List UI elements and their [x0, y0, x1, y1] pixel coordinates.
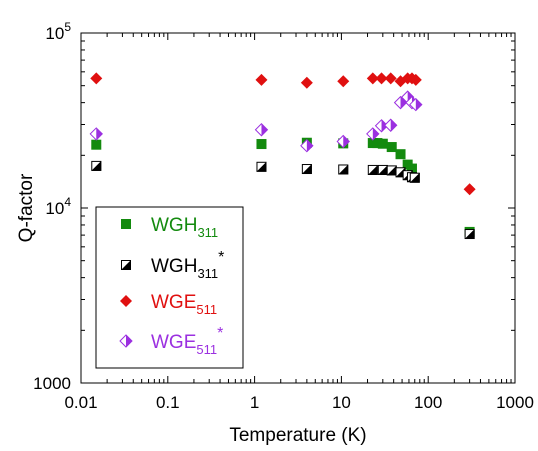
- x-tick-label: 1: [250, 393, 259, 412]
- data-point-wge511: [375, 72, 388, 85]
- legend-item-wge511: WGE511: [120, 292, 217, 317]
- data-point-wgh311: [386, 142, 397, 153]
- data-point-wge511: [463, 183, 476, 196]
- legend-item-wgh311star: WGH311*: [121, 249, 224, 281]
- data-point-wgh311: [395, 149, 406, 160]
- data-point-wge511star: [336, 134, 350, 149]
- y-axis-tick-labels: 1000 104 105: [33, 20, 71, 393]
- legend-label-wgh311star: WGH311*: [151, 249, 224, 281]
- data-point-wge511star: [300, 138, 314, 153]
- y-axis-ticks: [81, 40, 515, 384]
- x-tick-label: 0.1: [156, 393, 180, 412]
- data-point-wgh311star: [256, 161, 267, 172]
- legend-label-wgh311: WGH311: [151, 215, 218, 240]
- data-point-wgh311: [91, 139, 102, 150]
- x-tick-label: 100: [414, 393, 442, 412]
- data-series: [89, 72, 476, 240]
- legend-label-wge511: WGE511: [151, 292, 217, 317]
- data-point-wgh311star: [386, 165, 397, 176]
- data-point-wge511: [409, 73, 422, 86]
- data-point-wgh311: [406, 163, 417, 174]
- legend-marker-wge511: [120, 295, 132, 307]
- legend-marker-wgh311star: [121, 260, 131, 270]
- data-point-wgh311star: [464, 229, 475, 240]
- x-axis-tick-labels: 0.01 0.1 1 10 100 1000: [64, 393, 533, 412]
- data-point-wge511: [90, 72, 103, 85]
- data-point-wge511star: [384, 118, 398, 132]
- data-point-wge511star: [254, 123, 269, 137]
- series-wgh311star: [91, 160, 475, 240]
- y-tick-label: 1000: [33, 374, 71, 393]
- x-axis-label: Temperature (K): [229, 425, 366, 446]
- data-point-wgh311star: [367, 164, 378, 175]
- data-point-wge511: [337, 75, 350, 88]
- data-point-wgh311star: [91, 160, 102, 171]
- x-axis-ticks: [80, 33, 512, 383]
- series-wge511star: [89, 90, 423, 153]
- x-tick-label: 1000: [496, 393, 534, 412]
- data-point-wgh311: [256, 139, 267, 150]
- data-point-wgh311star: [377, 164, 388, 175]
- data-point-wgh311star: [301, 164, 312, 175]
- legend-item-wge511star: WGE511*: [119, 325, 223, 357]
- series-wge511: [90, 72, 476, 196]
- legend-label-wge511star: WGE511*: [151, 325, 223, 357]
- data-point-wgh311: [377, 138, 388, 149]
- legend-item-wgh311: WGH311: [121, 215, 218, 240]
- y-tick-label: 105: [45, 20, 71, 43]
- data-point-wgh311star: [338, 164, 349, 175]
- data-point-wge511star: [366, 127, 380, 141]
- x-tick-label: 10: [332, 393, 351, 412]
- y-tick-label: 104: [45, 195, 71, 218]
- data-point-wge511star: [89, 127, 103, 141]
- legend-marker-wge511star: [119, 334, 133, 348]
- data-point-wge511: [384, 72, 397, 85]
- y-axis-label: Q-factor: [16, 173, 37, 242]
- legend-marker-wgh311: [121, 219, 131, 229]
- data-point-wgh311star: [409, 172, 420, 183]
- data-point-wge511: [255, 73, 268, 86]
- x-tick-label: 0.01: [64, 393, 97, 412]
- data-point-wge511: [300, 76, 313, 89]
- data-point-wgh311: [372, 138, 383, 149]
- data-point-wge511: [366, 72, 379, 85]
- data-point-wge511star: [409, 97, 423, 112]
- legend: WGH311 WGH311* WGE511 WGE511*: [119, 215, 224, 357]
